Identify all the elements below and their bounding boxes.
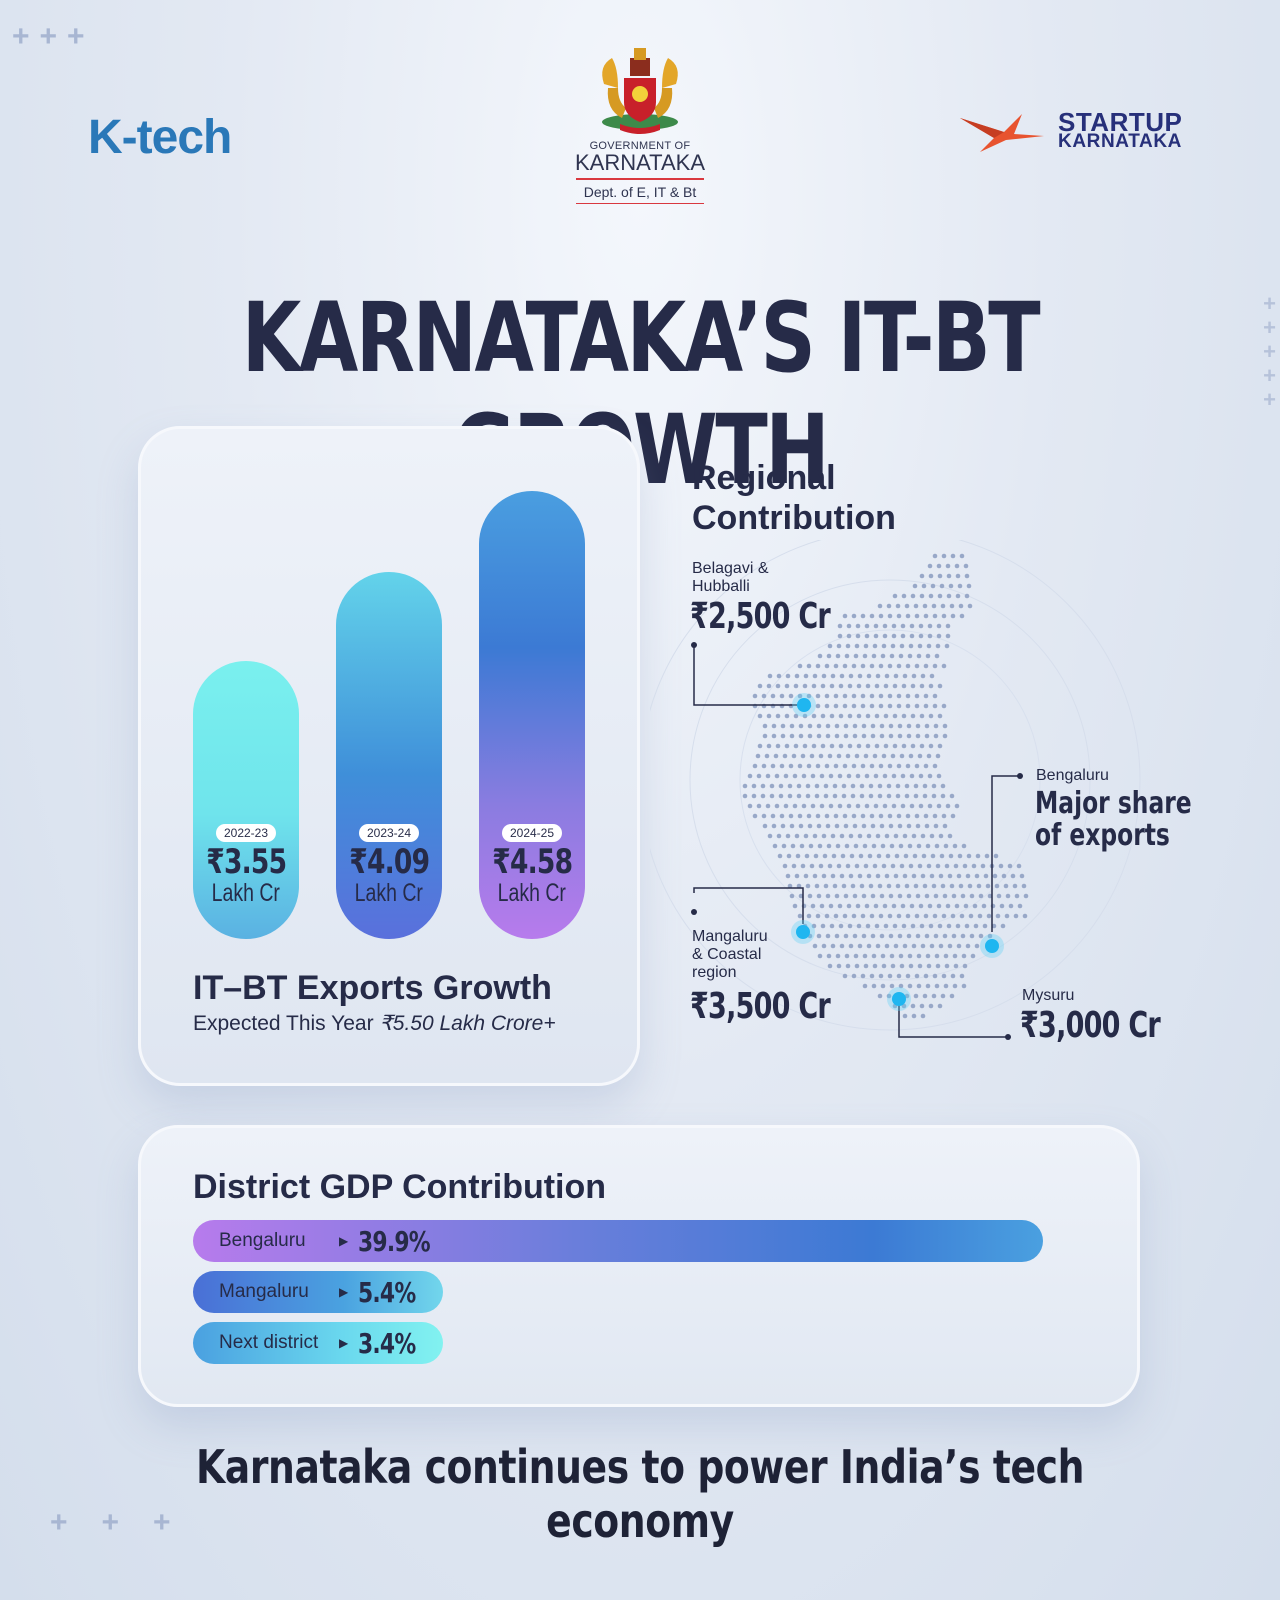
play-arrow-icon: ▶	[339, 1336, 349, 1350]
regional-contribution-title: Regional Contribution	[692, 458, 896, 538]
gov-divider	[576, 178, 704, 180]
gdp-bar-value: 5.4%	[358, 1275, 416, 1309]
gdp-bar-label: Bengaluru	[219, 1230, 306, 1251]
regional-title-line-2: Contribution	[692, 499, 896, 537]
mangaluru-label-line-1: Mangaluru	[692, 928, 768, 945]
bar-value-label: ₹3.55	[205, 842, 287, 882]
gov-line-1: GOVERNMENT OF	[589, 140, 691, 152]
region-bengaluru-label: Bengaluru	[1036, 767, 1109, 784]
bar-unit-label: Lakh Cr	[211, 879, 281, 907]
play-arrow-icon: ▶	[339, 1285, 349, 1299]
region-mangaluru-value: ₹3,500 Cr	[690, 986, 831, 1027]
exports-chart-title: IT–BT Exports Growth	[193, 969, 552, 1007]
region-mysuru-label: Mysuru	[1022, 987, 1075, 1004]
government-emblem-block: GOVERNMENT OF KARNATAKA Dept. of E, IT &…	[560, 44, 720, 204]
region-bengaluru-note: Major share of exports	[1035, 788, 1192, 852]
gdp-chart-title: District GDP Contribution	[193, 1168, 607, 1206]
bengaluru-note-line-1: Major share	[1035, 786, 1192, 821]
karnataka-dot-map	[650, 540, 1141, 1040]
gov-department: Dept. of E, IT & Bt	[583, 184, 697, 200]
exports-subtitle-prefix: Expected This Year	[193, 1012, 380, 1035]
map-dot-grid	[742, 553, 1029, 1019]
gdp-bar-label: Next district	[219, 1332, 319, 1353]
mangaluru-label-line-2: & Coastal	[692, 946, 762, 963]
decorative-plus-column: + + + + +	[1263, 291, 1276, 412]
gov-line-2: KARNATAKA	[575, 150, 705, 175]
export-bar-2024-25: 2024-25 ₹4.58 Lakh Cr	[479, 491, 585, 939]
exports-growth-card: 2022-23 ₹3.55 Lakh Cr 2023-24 ₹4.09 Lakh Cr 20…	[138, 426, 640, 1086]
gdp-bar-value: 39.9%	[358, 1224, 431, 1258]
bar-year-label: 2023-24	[358, 824, 420, 842]
bar-year-label: 2022-23	[215, 824, 277, 842]
district-gdp-card: District GDP Contribution Bengaluru ▶ 39.9…	[138, 1125, 1140, 1407]
mangaluru-label-line-3: region	[692, 964, 737, 981]
regional-title-line-1: Regional	[692, 459, 836, 497]
startup-line-1: STARTUP	[1058, 107, 1183, 137]
gov-underline	[576, 203, 704, 204]
region-mangaluru-label: Mangaluru & Coastal region	[692, 928, 768, 982]
footer-tagline: Karnataka continues to power India’s tec…	[195, 1440, 1085, 1548]
gdp-bar-value: 3.4%	[358, 1326, 416, 1360]
region-belagavi-label: Belagavi & Hubballi	[692, 560, 769, 596]
decorative-plus-marks: +++	[12, 20, 95, 53]
decorative-plus-marks-bottom: +++	[50, 1506, 205, 1539]
export-bar-2023-24: 2023-24 ₹4.09 Lakh Cr	[336, 572, 442, 939]
startup-bird-icon	[960, 114, 1044, 152]
gdp-bar-1: Mangaluru ▶ 5.4%	[193, 1271, 443, 1313]
startup-line-2: KARNATAKA	[1058, 131, 1182, 152]
startup-karnataka-logo: STARTUP KARNATAKA	[960, 107, 1183, 154]
bar-unit-label: Lakh Cr	[354, 879, 424, 907]
gdp-bar-0: Bengaluru ▶ 39.9%	[193, 1220, 1043, 1262]
play-arrow-icon: ▶	[339, 1234, 349, 1248]
map-leader-lines	[693, 645, 1020, 1038]
belagavi-label-line-1: Belagavi &	[692, 560, 769, 577]
bengaluru-note-line-2: of exports	[1035, 818, 1170, 853]
bar-value-label: ₹4.09	[348, 842, 430, 882]
karnataka-emblem-icon	[602, 48, 678, 134]
belagavi-label-line-2: Hubballi	[692, 578, 750, 595]
exports-chart-subtitle: Expected This Year ₹5.50 Lakh Crore+	[193, 1011, 556, 1036]
exports-expected-value: ₹5.50 Lakh Crore+	[379, 1012, 556, 1035]
bar-value-label: ₹4.58	[491, 842, 573, 882]
map-location-markers	[791, 693, 1004, 1011]
region-belagavi-value: ₹2,500 Cr	[690, 596, 831, 637]
gdp-bar-2: Next district ▶ 3.4%	[193, 1322, 443, 1364]
region-mysuru-value: ₹3,000 Cr	[1020, 1005, 1161, 1046]
gdp-bar-label: Mangaluru	[219, 1281, 309, 1302]
ktech-logo: K-tech	[88, 111, 232, 164]
bar-year-label: 2024-25	[501, 824, 563, 842]
export-bar-2022-23: 2022-23 ₹3.55 Lakh Cr	[193, 661, 299, 939]
bar-unit-label: Lakh Cr	[497, 879, 567, 907]
